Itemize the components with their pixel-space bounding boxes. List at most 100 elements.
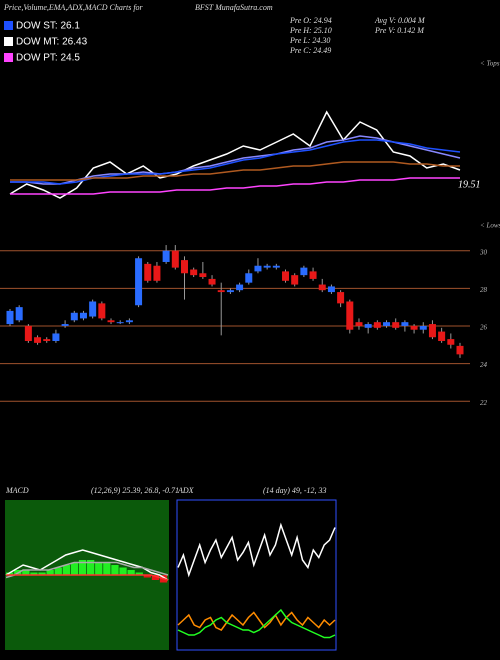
series-line [10,139,461,185]
candle-body [392,322,400,328]
header-title: Price,Volume,EMA,ADX,MACD Charts for [3,3,144,12]
legend-swatch [4,53,13,62]
histogram-bar [30,572,38,575]
series-line [177,608,336,639]
candle-body [98,303,106,319]
legend-swatch [4,21,13,30]
candle-body [282,271,290,281]
candle-body [364,324,372,328]
legend-label: DOW MT: 26.43 [16,37,88,48]
candle-body [208,278,216,285]
pre-low: Pre L: 24.30 [289,36,330,45]
candle-body [89,301,97,317]
histogram-bar [135,572,143,575]
panel-title: MACD [5,486,29,495]
header-site: BFST MunafaSutra.com [195,3,273,12]
candle-body [162,250,170,262]
panel-subtitle: (14 day) 49, -12, 33 [263,486,327,495]
candle-body [15,307,23,321]
histogram-bar [87,560,95,575]
histogram-bar [22,570,30,575]
candle-body [272,265,280,268]
series-line [10,161,460,181]
candle-body [300,267,308,276]
panel-label: < Lows [480,222,500,230]
y-tick-label: 22 [480,399,488,407]
candle-body [428,324,436,338]
legend-label: DOW PT: 24.5 [16,53,80,64]
histogram-bar [95,562,103,575]
candle-body [438,331,446,341]
candle-body [419,325,427,330]
histogram-bar [143,575,151,578]
annotation: 19.51 [458,179,481,190]
histogram-bar [151,575,160,580]
histogram-bar [54,567,62,575]
candle-body [236,284,244,291]
histogram-bar [78,560,87,575]
candle-body [70,312,78,321]
panel-background [176,499,337,651]
candle-body [373,322,381,328]
candle-body [447,339,455,345]
candle-body [337,292,345,304]
histogram-bar [46,570,54,575]
candle-body [135,258,143,306]
candle-body [153,265,161,281]
avg-volume: Avg V: 0.004 M [374,16,426,25]
candle-body [355,322,363,326]
candle-body [318,284,326,291]
candle-body [171,250,179,268]
histogram-bar [111,565,119,575]
y-tick-label: 28 [480,286,488,294]
candle-body [144,263,152,281]
candle-body [43,339,51,341]
series-line [177,522,336,578]
histogram-bar [103,562,111,575]
legend-swatch [4,37,13,46]
legend-label: DOW ST: 26.1 [16,21,80,32]
pre-high: Pre H: 25.10 [289,26,332,35]
candle-body [190,269,198,276]
panel-subtitle: (12,26,9) 25.39, 26.8, -0.71 [91,486,179,495]
candle-body [61,324,69,326]
candle-body [309,271,317,279]
candle-body [52,333,60,341]
panel-title: ADX [177,486,195,495]
candle-body [6,310,14,325]
histogram-bar [70,562,79,575]
y-tick-label: 26 [480,324,488,332]
pre-open: Pre O: 24.94 [289,16,332,25]
series-line [10,177,460,195]
candle-body [327,286,335,293]
candle-body [401,322,409,326]
candle-body [180,260,188,274]
candle-body [456,345,464,355]
pre-volume: Pre V: 0.142 M [374,26,425,35]
candle-body [107,320,115,323]
candle-body [116,322,124,324]
candle-body [79,312,87,319]
candle-body [383,322,391,326]
candle-body [254,265,262,272]
series-line [10,135,461,185]
panel-label: < Tops [480,60,500,68]
series-line [177,611,336,631]
candle-body [217,290,225,293]
candle-body [125,320,133,323]
histogram-bar [119,567,127,575]
series-line [5,561,169,579]
histogram-bar [62,565,70,575]
candle-body [24,325,32,341]
candle-body [199,273,207,278]
candle-body [226,290,234,293]
pre-close: Pre C: 24.49 [289,46,331,55]
candle-body [410,325,418,330]
y-tick-label: 24 [480,361,488,369]
candle-body [34,337,42,343]
candle-body [346,301,354,330]
candle-body [291,275,299,285]
y-tick-label: 30 [479,248,488,256]
histogram-bar [6,572,14,575]
